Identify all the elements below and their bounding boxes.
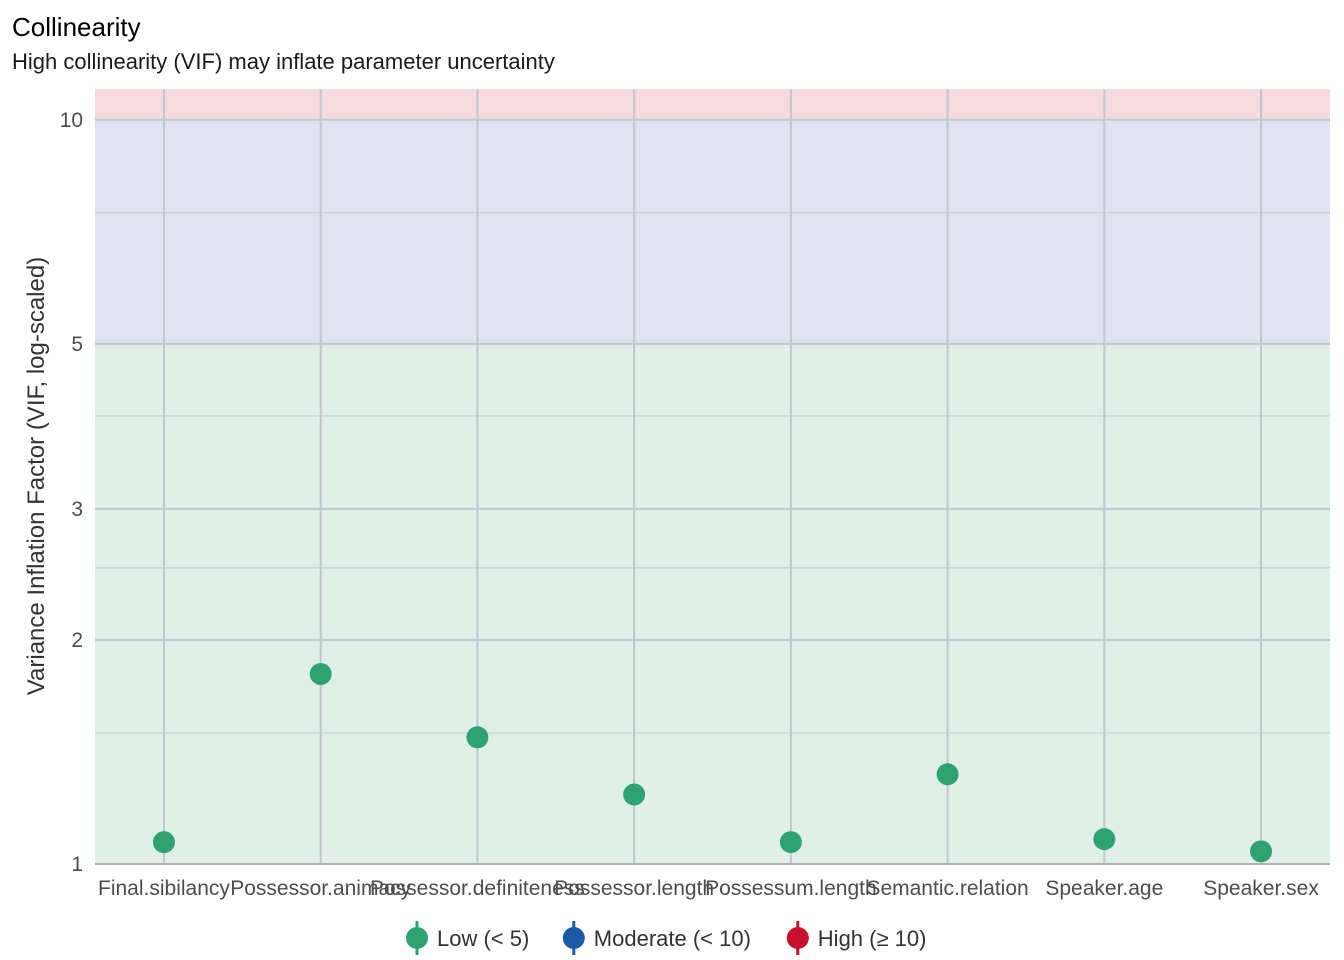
x-tick-label: Final.sibilancy	[98, 877, 230, 900]
zone-moderate	[95, 119, 1330, 344]
y-tick-label: 10	[60, 109, 83, 132]
x-tick-label: Possessum.length	[705, 877, 877, 900]
x-tick-label: Semantic.relation	[866, 877, 1028, 900]
y-axis-label: Variance Inflation Factor (VIF, log-scal…	[23, 257, 50, 695]
x-tick-label: Possessor.length	[554, 877, 714, 900]
data-point	[779, 831, 802, 854]
chart-subtitle: High collinearity (VIF) may inflate para…	[12, 49, 555, 74]
data-point	[623, 783, 646, 806]
legend-label: High (≥ 10)	[818, 926, 927, 951]
data-points	[152, 663, 1273, 863]
data-point	[936, 763, 959, 786]
chart-title: Collinearity	[12, 12, 141, 42]
x-tick-label: Speaker.sex	[1203, 877, 1319, 900]
zone-low	[95, 343, 1330, 865]
y-axis-ticks: 1 2 3 5 10	[60, 109, 83, 876]
legend-key-dot	[786, 927, 809, 949]
data-point	[1093, 828, 1116, 851]
data-point	[309, 663, 332, 686]
y-tick-label: 1	[71, 853, 83, 876]
y-tick-label: 3	[71, 498, 83, 521]
x-axis-ticks: Final.sibilancy Possessor.animacyPossesso…	[98, 877, 1319, 900]
data-point	[1250, 840, 1273, 863]
x-tick-label: Speaker.age	[1045, 877, 1163, 900]
y-tick-label: 5	[71, 333, 83, 356]
data-point	[466, 726, 489, 749]
x-tick-label: Possessor.animacy	[230, 877, 411, 900]
x-tick-label: Possessor.definiteness	[370, 877, 585, 900]
data-point	[152, 831, 175, 854]
y-tick-label: 2	[71, 629, 83, 652]
legend-key-dot	[406, 927, 428, 949]
vif-zones	[95, 89, 1330, 865]
zone-high	[95, 89, 1330, 120]
legend-key-dot	[562, 927, 585, 949]
legend: Low (< 5) Moderate (< 10) High (≥ 10)	[406, 921, 926, 955]
legend-label: Moderate (< 10)	[594, 926, 751, 951]
legend-label: Low (< 5)	[437, 926, 529, 951]
